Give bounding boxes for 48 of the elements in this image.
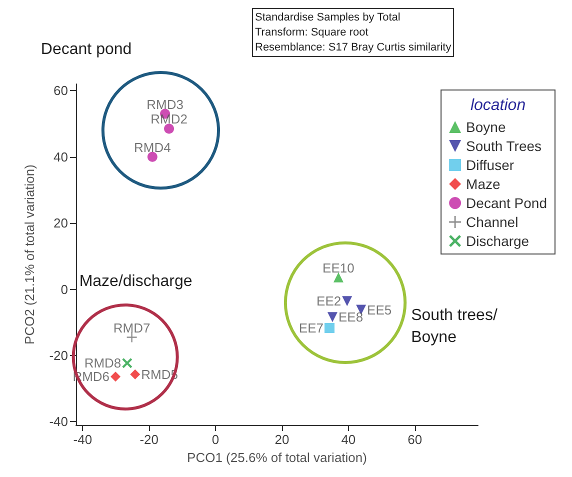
y-axis-title: PCO2 (21.1% of total variation) [22,164,37,344]
legend-label: Boyne [466,119,506,135]
point [122,358,132,368]
point [164,124,174,134]
legend-label: Decant Pond [466,195,548,211]
point [110,372,121,382]
x-tick-label: 40 [341,432,356,447]
point [147,152,158,162]
legend-label: Channel [466,214,518,230]
annotation: RMD2 [150,112,188,127]
y-tick-label: 20 [54,216,68,231]
legend-label: Maze [466,176,501,192]
y-tick-label: -40 [49,414,68,430]
y-tick-label: 0 [60,282,68,297]
x-tick-label: 20 [274,432,290,447]
point [324,322,334,333]
point [333,272,344,282]
x-tick-label: -40 [73,432,92,447]
annotation: RMD4 [134,140,171,155]
annotation: Maze/discharge [79,272,192,292]
point [327,312,338,322]
legend-label: Diffuser [466,157,514,173]
legend-label: South Trees [466,138,542,154]
y-tick-label: 40 [54,149,68,164]
text: Transform: Square root [255,26,368,38]
point [130,369,140,380]
annotation: EE7 [298,320,324,336]
text: Decant pond [40,40,132,60]
text: Resemblance: S17 Bray Curtis similarity [255,42,452,54]
text: Standardise Samples by Total [255,12,400,24]
x-axis-title: PCO1 (25.6% of total variation) [187,450,367,465]
point [342,296,352,306]
x-tick-label: -20 [140,432,158,447]
y-tick-label: 60 [54,83,68,98]
annotation: RMD3 [146,96,184,112]
x-tick-label: 60 [408,432,422,447]
legend-title: location [470,97,526,114]
annotation: EE8 [338,310,364,325]
annotation: RMD7 [113,320,150,336]
x-tick-label: 0 [212,432,220,447]
annotation: South trees/ Boyne [411,306,498,348]
y-tick-label: -20 [49,348,68,363]
legend-label: Discharge [466,233,530,249]
annotation: EE10 [322,260,354,276]
annotation: RMD8 [84,356,122,371]
annotation: EE2 [316,294,342,309]
annotation: EE5 [367,302,392,318]
point [126,332,137,342]
